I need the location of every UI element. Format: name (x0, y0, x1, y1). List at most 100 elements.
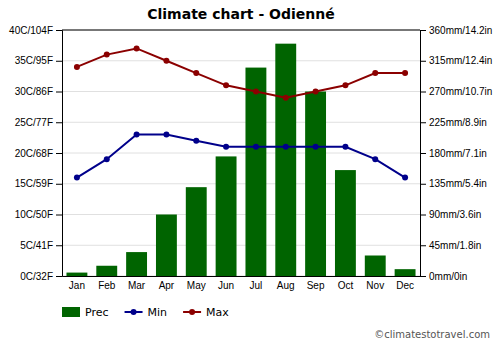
legend-item: Min (125, 306, 168, 319)
tick: 225mm/8.9in (420, 117, 487, 128)
tick-mark (420, 30, 426, 31)
line-series (74, 132, 408, 181)
marker (104, 52, 110, 58)
tick-label: Mar (128, 280, 146, 291)
marker (223, 144, 229, 150)
tick: 360mm/14.2in (420, 25, 492, 36)
line (77, 135, 405, 178)
marker (74, 64, 80, 70)
tick: Jul (250, 280, 263, 291)
axis-line (421, 31, 427, 277)
grid-line (62, 30, 420, 31)
x-axis: JanFebMarAprMayJunJulAugSepOctNovDec (63, 277, 421, 292)
tick: Mar (128, 280, 146, 291)
tick-label: 225mm/8.9in (429, 117, 487, 128)
tick-label: 315mm/12.4in (429, 55, 492, 66)
legend: Prec Min Max (62, 306, 229, 319)
tick: 270mm/10.7in (420, 86, 492, 97)
tick-mark (420, 153, 426, 154)
marker (163, 132, 169, 138)
legend-swatch (62, 307, 80, 317)
line (77, 48, 405, 97)
tick-mark (56, 61, 62, 62)
tick-label: Nov (366, 280, 384, 291)
plot: 0C/32F5C/41F10C/50F15C/59F20C/68F25C/77F… (9, 25, 492, 291)
tick: 20C/68F (15, 148, 62, 159)
tick-label: 30C/86F (15, 86, 53, 97)
bar (275, 44, 296, 276)
marker (342, 144, 348, 150)
axis-line (63, 276, 421, 277)
tick: 0mm/0in (420, 271, 467, 282)
tick: 45mm/1.8in (420, 240, 481, 251)
tick: 35C/95F (15, 55, 62, 66)
chart: 0C/32F5C/41F10C/50F15C/59F20C/68F25C/77F… (0, 0, 500, 350)
tick: Jan (69, 280, 85, 291)
legend-label: Min (148, 306, 168, 319)
tick-label: Aug (277, 280, 295, 291)
grid-line (62, 214, 420, 215)
tick-mark (420, 92, 426, 93)
tick-label: Sep (307, 280, 325, 291)
tick-mark (56, 122, 62, 123)
tick-label: 0C/32F (20, 271, 53, 282)
bar (126, 252, 147, 276)
tick-label: Dec (396, 280, 414, 291)
tick-label: Jul (250, 280, 263, 291)
legend-label: Prec (85, 306, 109, 319)
marker (402, 70, 408, 76)
bar (66, 273, 87, 276)
marker (283, 95, 289, 101)
marker (402, 175, 408, 181)
tick-label: 0mm/0in (429, 271, 467, 282)
tick-label: 360mm/14.2in (429, 25, 492, 36)
tick-label: Jun (218, 280, 234, 291)
marker (313, 89, 319, 95)
legend-marker (189, 309, 195, 315)
bar (186, 187, 207, 276)
tick-label: 15C/59F (15, 178, 53, 189)
marker (193, 138, 199, 144)
bar (216, 156, 237, 276)
bar (365, 256, 386, 277)
tick-label: 10C/50F (15, 209, 53, 220)
grid-line (62, 245, 420, 246)
tick-mark (420, 245, 426, 246)
axis-line (56, 31, 63, 277)
tick: 180mm/7.1in (420, 148, 487, 159)
y-axis: 0C/32F5C/41F10C/50F15C/59F20C/68F25C/77F… (9, 25, 62, 282)
annotation: ©climatestotravel.com (374, 329, 490, 340)
tick: 315mm/12.4in (420, 55, 492, 66)
legend-label: Max (206, 306, 229, 319)
tick: Sep (307, 280, 325, 291)
marker (134, 132, 140, 138)
legend-item: Max (183, 306, 229, 319)
bar (395, 269, 416, 276)
tick-label: 270mm/10.7in (429, 86, 492, 97)
marker (313, 144, 319, 150)
tick-label: Jan (69, 280, 85, 291)
marker (193, 70, 199, 76)
marks (66, 44, 415, 276)
tick: 40C/104F (9, 25, 62, 36)
tick-mark (56, 215, 62, 216)
tick-label: 135mm/5.4in (429, 178, 487, 189)
tick: 30C/86F (15, 86, 62, 97)
grid-line (62, 183, 420, 184)
tick: Dec (396, 280, 414, 291)
tick-label: 90mm/3.6in (429, 209, 481, 220)
bar (156, 215, 177, 277)
tick: May (187, 280, 206, 291)
tick-mark (420, 61, 426, 62)
grid-line (62, 91, 420, 92)
tick-label: 5C/41F (20, 240, 53, 251)
tick-label: 40C/104F (9, 25, 53, 36)
line-series (74, 45, 408, 100)
tick-label: Apr (159, 280, 175, 291)
marker (342, 82, 348, 88)
bar (335, 170, 356, 276)
marker (134, 45, 140, 51)
grid-line (62, 60, 420, 61)
legend-marker (131, 309, 137, 315)
marker (253, 89, 259, 95)
